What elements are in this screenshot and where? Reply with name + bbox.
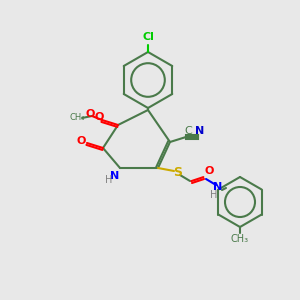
Text: O: O [76, 136, 86, 146]
Text: H: H [105, 175, 113, 185]
Text: H: H [210, 190, 218, 200]
Text: N: N [110, 171, 120, 181]
Text: O: O [94, 112, 104, 122]
Text: C: C [184, 126, 192, 136]
Text: CH₃: CH₃ [231, 234, 249, 244]
Text: N: N [213, 182, 223, 192]
Text: CH₃: CH₃ [69, 113, 85, 122]
Text: O: O [85, 109, 95, 119]
Text: N: N [195, 126, 205, 136]
Text: Cl: Cl [142, 32, 154, 42]
Text: O: O [204, 166, 214, 176]
Text: S: S [173, 167, 182, 179]
